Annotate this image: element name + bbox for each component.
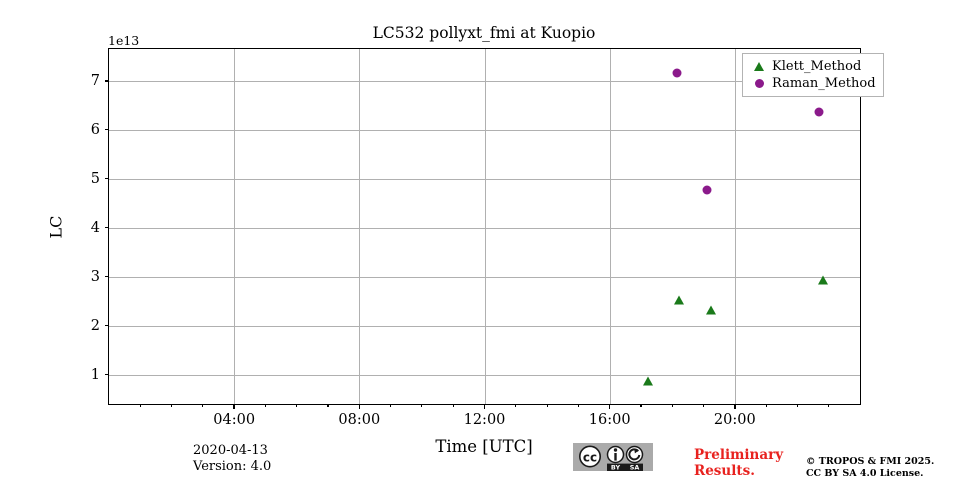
x-axis-minor-tick: [640, 404, 642, 407]
x-axis-tick-label: 12:00: [463, 412, 506, 428]
legend-label-klett: Klett_Method: [772, 59, 862, 74]
data-point-klett_method[interactable]: [818, 275, 829, 285]
y-axis-tick-label: 4: [90, 219, 100, 236]
preliminary-line-1: Preliminary: [694, 447, 784, 463]
gridline-vertical: [359, 49, 361, 404]
x-axis-minor-tick: [546, 404, 548, 407]
legend-item-klett[interactable]: Klett_Method: [748, 58, 876, 75]
x-axis-minor-tick: [390, 404, 392, 407]
x-axis-minor-tick: [202, 404, 204, 407]
data-point-raman_method[interactable]: [814, 107, 824, 117]
plot-area: 1 2 3 4 5 6 7 04:00 08:00 12:00 16:00 20:00: [91, 48, 861, 428]
preliminary-results-note: Preliminary Results.: [694, 447, 783, 479]
x-axis-tick-label: 08:00: [338, 412, 381, 428]
copyright-note: © TROPOS & FMI 2025. CC BY SA 4.0 Licens…: [806, 456, 934, 480]
gridline-vertical: [484, 49, 486, 404]
copyright-line-2: CC BY SA 4.0 License.: [806, 468, 924, 479]
data-point-klett_method[interactable]: [674, 295, 685, 305]
x-axis-minor-tick: [171, 404, 173, 407]
y-axis-tick: [104, 324, 109, 327]
x-axis-minor-tick: [421, 404, 423, 407]
x-axis-minor-tick: [828, 404, 830, 407]
y-axis-tick: [104, 227, 109, 229]
x-axis-minor-tick: [452, 404, 454, 407]
legend-label-raman: Raman_Method: [772, 76, 876, 91]
x-axis-minor-tick: [264, 404, 266, 407]
legend-marker-triangle-icon: [748, 62, 770, 71]
creative-commons-badge-icon: cc BY SA: [573, 443, 653, 471]
data-point-raman_method[interactable]: [672, 68, 682, 78]
x-axis-minor-tick: [765, 404, 767, 407]
x-axis-minor-tick: [139, 404, 141, 407]
gridline-vertical: [234, 49, 236, 404]
y-axis-tick: [104, 178, 109, 180]
chart-title: LC532 pollyxt_fmi at Kuopio: [372, 24, 596, 42]
y-axis-tick: [104, 80, 109, 82]
y-axis-label: LC: [46, 215, 66, 239]
x-axis-tick-label: 20:00: [713, 412, 756, 428]
y-axis-tick-label: 1: [90, 366, 100, 383]
y-axis-tick: [104, 275, 109, 278]
x-axis-minor-tick: [577, 404, 579, 407]
data-point-klett_method[interactable]: [643, 376, 654, 386]
svg-text:cc: cc: [583, 450, 597, 464]
x-axis-minor-tick: [671, 404, 673, 407]
y-axis-offset-label: 1e13: [108, 33, 140, 48]
x-axis-label: Time [UTC]: [435, 437, 533, 456]
x-axis-minor-tick: [327, 404, 329, 407]
data-point-klett_method[interactable]: [706, 305, 717, 315]
legend-item-raman[interactable]: Raman_Method: [748, 75, 876, 92]
chart-legend[interactable]: Klett_Method Raman_Method: [742, 53, 884, 97]
x-axis-tick: [608, 404, 611, 409]
x-axis-minor-tick: [296, 404, 298, 407]
svg-text:SA: SA: [630, 464, 640, 471]
x-axis-tick: [358, 404, 361, 409]
footer-date: 2020-04-13: [193, 443, 268, 458]
data-point-raman_method[interactable]: [702, 185, 712, 195]
legend-marker-circle-icon: [748, 79, 770, 88]
y-axis-tick-label: 7: [90, 72, 100, 89]
x-axis-minor-tick: [796, 404, 798, 407]
x-axis-minor-tick: [515, 404, 517, 407]
preliminary-line-2: Results.: [694, 463, 755, 479]
copyright-line-1: © TROPOS & FMI 2025.: [806, 456, 935, 467]
footer-date-version: 2020-04-13 Version: 4.0: [193, 443, 271, 475]
x-axis-tick: [483, 404, 486, 409]
gridline-vertical: [734, 49, 736, 404]
y-axis-tick: [104, 373, 109, 376]
y-axis-tick-label: 3: [90, 268, 100, 285]
gridline-vertical: [609, 49, 611, 404]
y-axis-tick-label: 5: [90, 170, 100, 187]
y-axis-tick: [104, 129, 109, 131]
y-axis-tick-label: 6: [90, 121, 100, 138]
x-axis-minor-tick: [702, 404, 705, 407]
y-axis-tick-label: 2: [90, 317, 100, 334]
x-axis-tick: [734, 404, 736, 409]
x-axis-tick-label: 04:00: [213, 412, 256, 428]
x-axis-tick-label: 16:00: [588, 412, 631, 428]
svg-text:BY: BY: [611, 464, 621, 471]
x-axis-tick: [233, 404, 235, 409]
footer-version: Version: 4.0: [193, 459, 272, 474]
